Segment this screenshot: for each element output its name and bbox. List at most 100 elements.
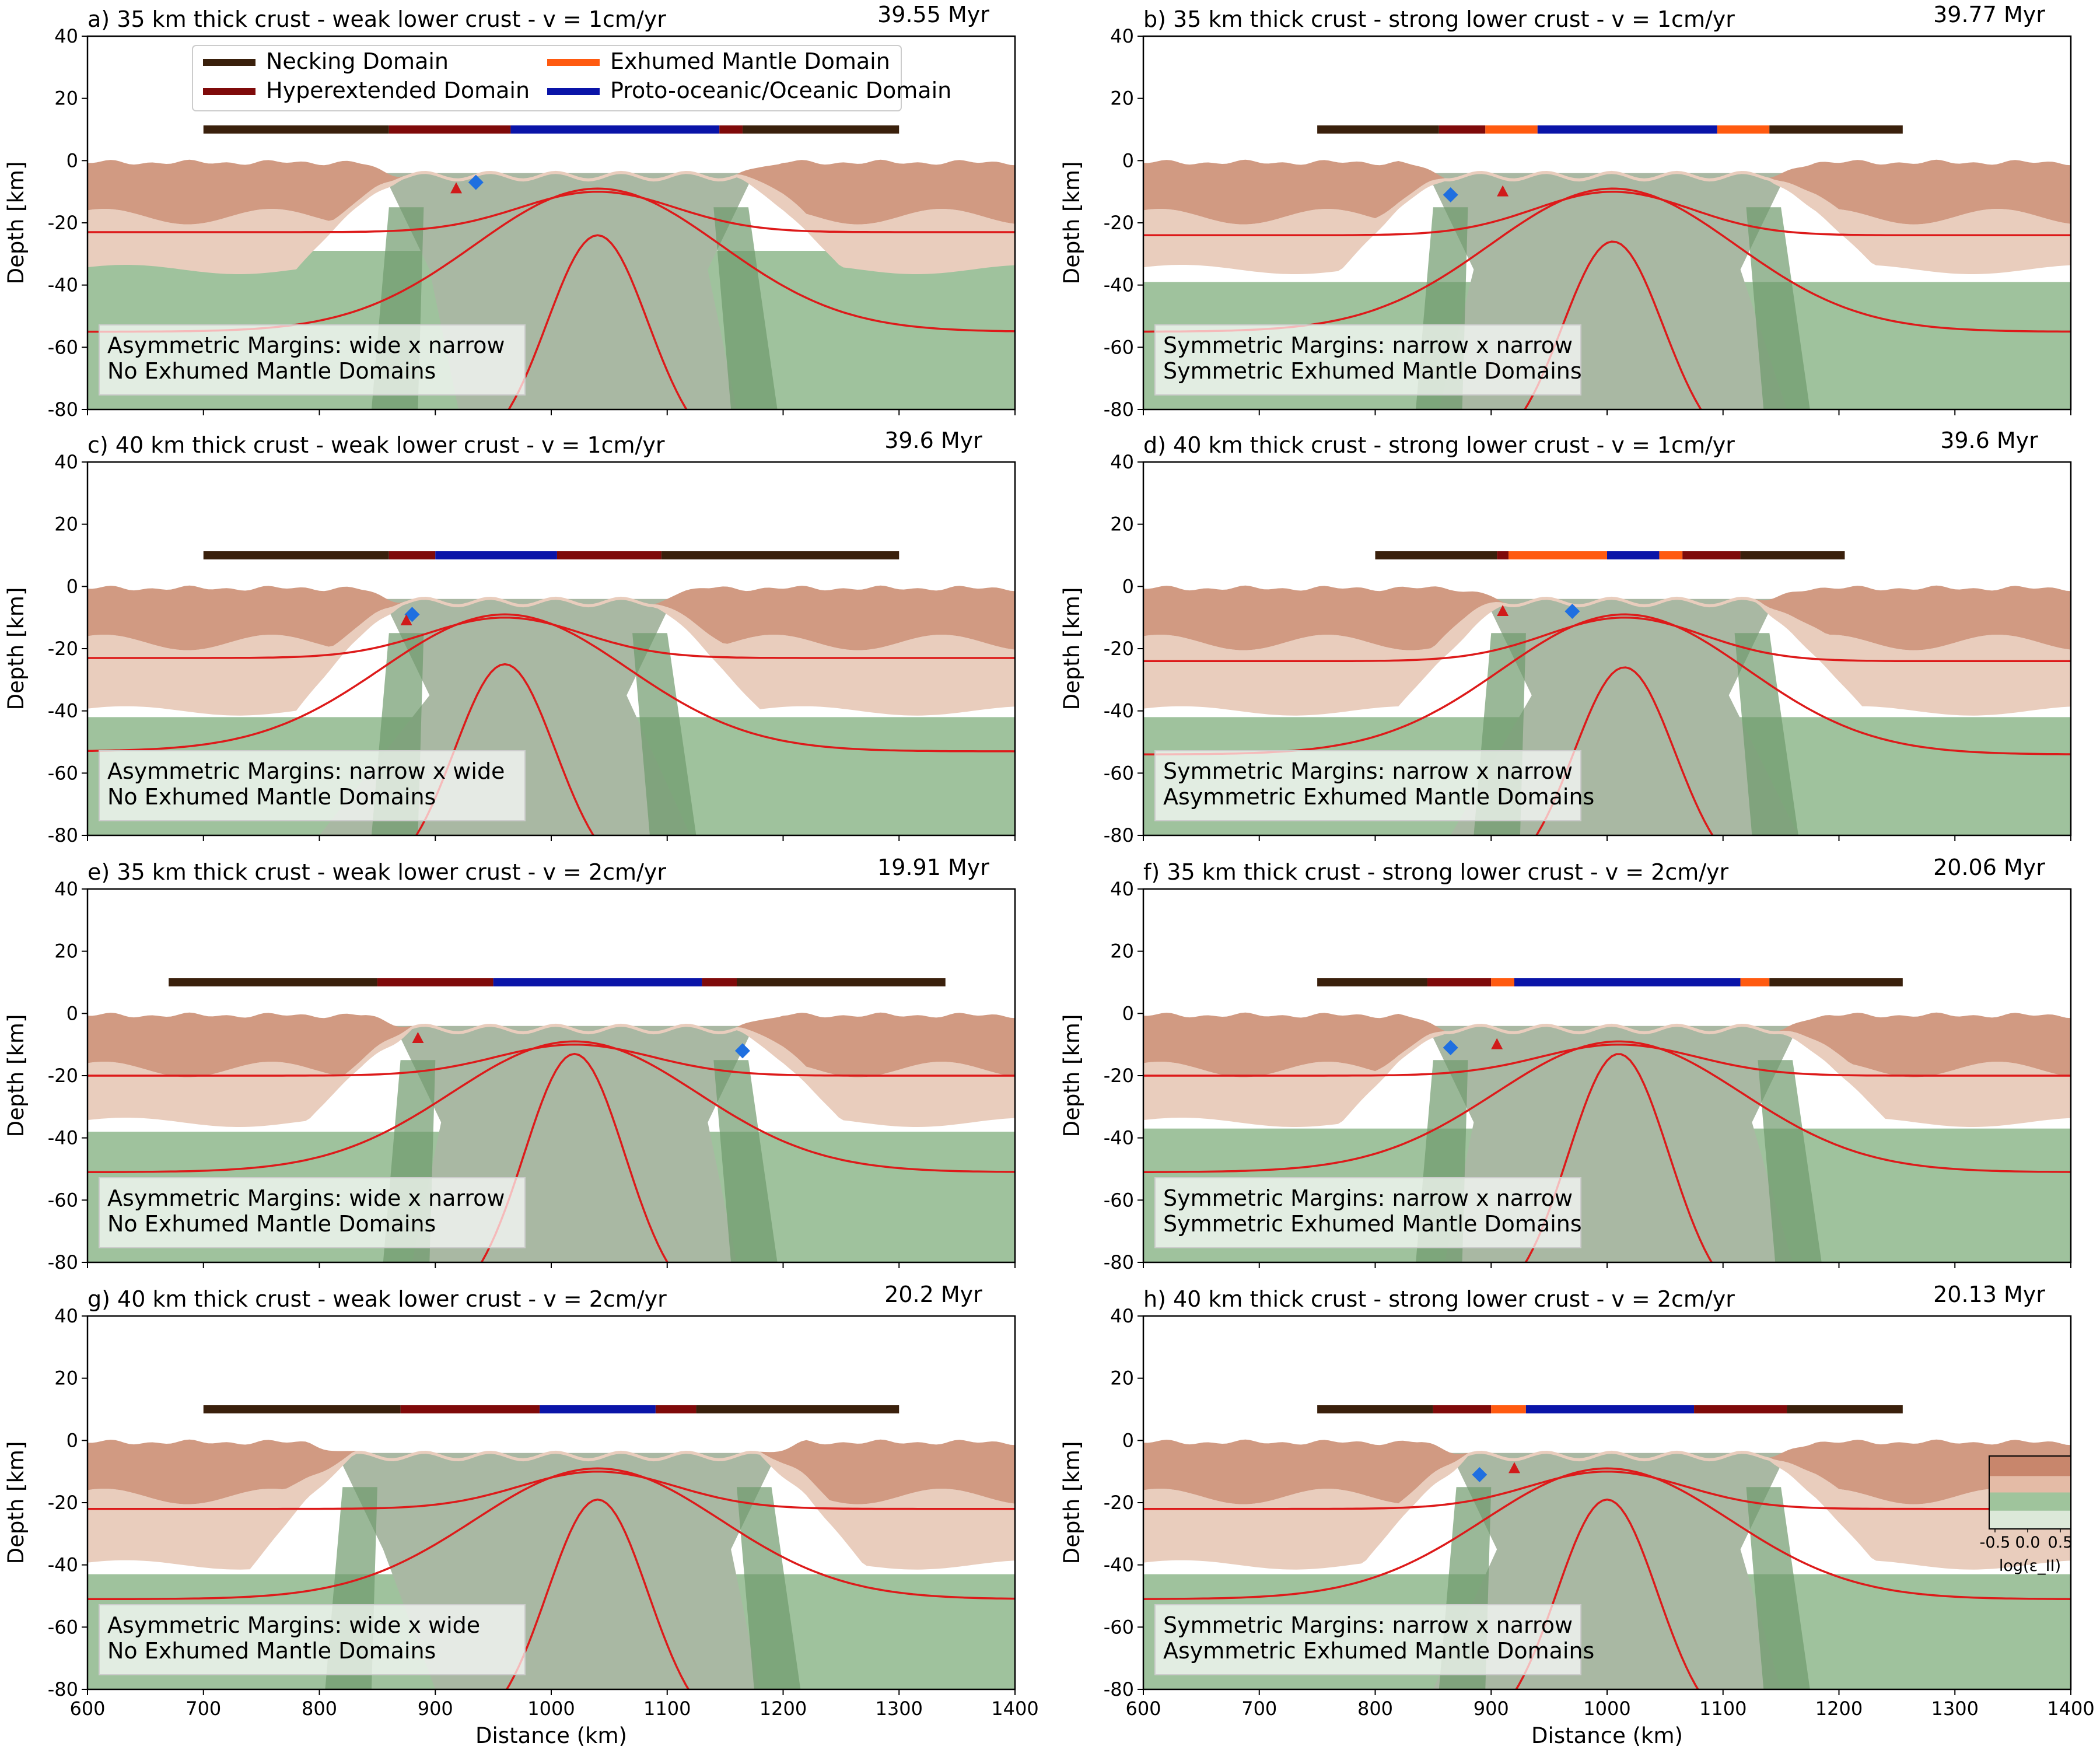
model-section xyxy=(1143,1405,2071,1689)
panel-time: 39.77 Myr xyxy=(1933,2,2045,27)
panel-h: Symmetric Margins: narrow x narrowAsymme… xyxy=(1059,1282,2095,1748)
annotation-box xyxy=(99,750,526,821)
x-tick-label: 900 xyxy=(418,1698,453,1720)
panel-title: c) 40 km thick crust - weak lower crust … xyxy=(88,432,665,458)
isotherm-1 xyxy=(1143,190,2071,237)
model-section xyxy=(88,1405,1015,1689)
annotation-box xyxy=(1154,1604,1581,1675)
y-tick-label: 40 xyxy=(54,25,78,47)
annotation-box xyxy=(99,1604,526,1675)
y-tick-label: 0 xyxy=(1122,1002,1134,1024)
isotherm-3 xyxy=(1523,240,1703,410)
model-section xyxy=(88,125,1015,410)
domain-bar-oceanic xyxy=(1514,978,1741,986)
domain-bar-hyperextended xyxy=(719,125,743,134)
y-tick-label: -80 xyxy=(1104,824,1134,846)
domain-bar-oceanic xyxy=(493,978,702,986)
colorbar-label: log(ε_II) xyxy=(1999,1557,2061,1575)
y-tick-label: -20 xyxy=(1104,1065,1134,1087)
y-tick-label: -40 xyxy=(1104,1554,1134,1576)
domain-bar-necking xyxy=(1769,125,1903,134)
y-tick-label: -40 xyxy=(1104,1127,1134,1149)
y-axis-label: Depth [km] xyxy=(4,1441,29,1564)
isotherm-3 xyxy=(415,663,595,835)
y-tick-label: -20 xyxy=(48,1492,78,1514)
lower-crust xyxy=(1143,170,2071,274)
y-tick-label: -80 xyxy=(48,1678,78,1700)
domain-bar-exhumed xyxy=(1740,978,1770,986)
panel-time: 39.55 Myr xyxy=(877,2,989,27)
domain-bar-necking xyxy=(742,125,900,134)
annotation-line-1: Asymmetric Margins: wide x narrow xyxy=(107,1185,505,1211)
lower-crust xyxy=(88,1023,1015,1127)
x-axis-label: Distance (km) xyxy=(475,1723,627,1748)
x-tick-label: 1000 xyxy=(1583,1698,1630,1720)
panel-title: b) 35 km thick crust - strong lower crus… xyxy=(1143,6,1735,32)
x-tick-label: 1000 xyxy=(527,1698,575,1720)
y-tick-label: 20 xyxy=(1110,88,1134,110)
y-tick-label: 40 xyxy=(1110,451,1134,473)
y-tick-label: -20 xyxy=(1104,1492,1134,1514)
marker-triangle xyxy=(1508,1462,1520,1474)
domain-bar-hyperextended xyxy=(1438,125,1486,134)
isotherm-1 xyxy=(1143,616,2071,663)
marker-diamond xyxy=(468,174,484,190)
y-tick-label: 0 xyxy=(66,1429,78,1451)
colorbar: -0.5 0.0 0.5 log(ε_II) xyxy=(1980,1455,2073,1575)
domain-bar-hyperextended xyxy=(1433,1405,1492,1413)
y-tick-label: 20 xyxy=(1110,940,1134,963)
isotherm-2 xyxy=(88,1467,1015,1601)
annotation-line-2: Symmetric Exhumed Mantle Domains xyxy=(1163,358,1582,384)
x-tick-label: 800 xyxy=(302,1698,337,1720)
x-tick-label: 600 xyxy=(1125,1698,1161,1720)
y-tick-label: -40 xyxy=(1104,700,1134,722)
domain-bar-necking xyxy=(203,551,389,559)
annotation-line-1: Asymmetric Margins: wide x wide xyxy=(107,1612,480,1638)
isotherm-2 xyxy=(1143,1040,2071,1173)
isotherm-2 xyxy=(88,613,1015,752)
y-tick-label: 20 xyxy=(54,513,78,536)
domain-bar-hyperextended xyxy=(1694,1405,1787,1413)
isotherm-3 xyxy=(1524,1053,1713,1262)
domain-bar-hyperextended xyxy=(655,1405,696,1413)
lower-crust xyxy=(88,170,1015,274)
y-tick-label: -80 xyxy=(1104,398,1134,421)
legend-label: Necking Domain xyxy=(266,48,449,74)
upper-crust xyxy=(88,159,1015,225)
panel-time: 20.2 Myr xyxy=(884,1282,982,1307)
y-axis-label: Depth [km] xyxy=(1059,587,1084,710)
y-tick-label: 40 xyxy=(1110,1305,1134,1327)
panel-time: 20.06 Myr xyxy=(1933,855,2045,880)
y-tick-label: 20 xyxy=(54,940,78,963)
isotherm-2 xyxy=(88,1040,1015,1173)
y-tick-label: -80 xyxy=(1104,1251,1134,1273)
marker-diamond xyxy=(734,1043,750,1059)
upper-crust xyxy=(1143,159,2071,225)
x-tick-label: 600 xyxy=(69,1698,105,1720)
isotherm-1 xyxy=(88,1043,1015,1077)
annotation-box xyxy=(1154,324,1581,396)
colorbar-tick-label: 0.0 xyxy=(2015,1534,2041,1552)
x-tick-label: 1100 xyxy=(643,1698,691,1720)
domain-bar-necking xyxy=(1740,551,1845,559)
domain-bar-oceanic xyxy=(1525,1405,1695,1413)
annotation-box xyxy=(99,324,526,396)
y-tick-label: -60 xyxy=(1104,336,1134,358)
y-tick-label: -60 xyxy=(1104,1616,1134,1638)
x-axis-label: Distance (km) xyxy=(1531,1723,1683,1748)
domain-bar-hyperextended xyxy=(1427,978,1492,986)
panel-title: g) 40 km thick crust - weak lower crust … xyxy=(88,1286,667,1312)
marker-diamond xyxy=(1472,1467,1488,1482)
y-tick-label: -60 xyxy=(48,1189,78,1211)
y-tick-label: 0 xyxy=(1122,149,1134,172)
x-tick-label: 900 xyxy=(1474,1698,1509,1720)
domain-bar-necking xyxy=(1375,551,1497,559)
domain-bar-necking xyxy=(1787,1405,1903,1413)
panel-time: 19.91 Myr xyxy=(877,855,989,880)
isotherm-3 xyxy=(505,1498,690,1689)
x-tick-label: 1200 xyxy=(760,1698,807,1720)
y-tick-label: -20 xyxy=(48,638,78,660)
y-tick-label: 20 xyxy=(1110,1367,1134,1390)
